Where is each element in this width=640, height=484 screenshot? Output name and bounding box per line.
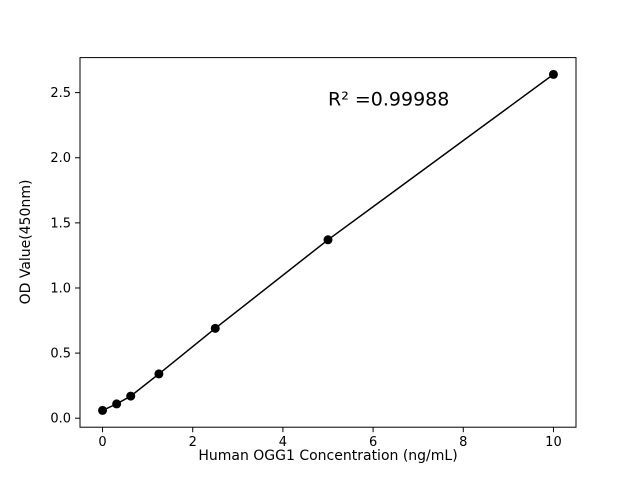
x-tick-label: 8	[459, 435, 467, 450]
r-squared-annotation: R² =0.99988	[328, 89, 449, 111]
data-point	[210, 323, 220, 333]
x-tick-label: 10	[545, 435, 562, 450]
y-tick-label: 1.5	[50, 216, 71, 231]
plot-border	[79, 57, 577, 428]
y-axis-label: OD Value(450nm)	[18, 180, 34, 305]
plot-area: 0 2 4 6 8 10 0.0 0.5 1.0 1.5 2.0 2.5	[50, 57, 577, 450]
x-tick-label: 0	[98, 435, 106, 450]
y-tick-label: 2.5	[50, 86, 71, 101]
y-tick-label: 0.0	[50, 412, 71, 427]
x-tick-label: 2	[189, 435, 197, 450]
x-axis-label: Human OGG1 Concentration (ng/mL)	[198, 448, 457, 464]
data-point	[112, 399, 122, 409]
data-point	[126, 391, 136, 401]
data-point	[98, 405, 108, 415]
x-tick-label: 4	[279, 435, 287, 450]
y-tick-label: 0.5	[50, 347, 71, 362]
data-point	[154, 369, 164, 379]
y-tick-label: 2.0	[50, 151, 71, 166]
y-tick-label: 1.0	[50, 281, 71, 296]
data-point	[323, 235, 333, 245]
data-point	[548, 69, 558, 79]
x-tick-label: 6	[369, 435, 377, 450]
